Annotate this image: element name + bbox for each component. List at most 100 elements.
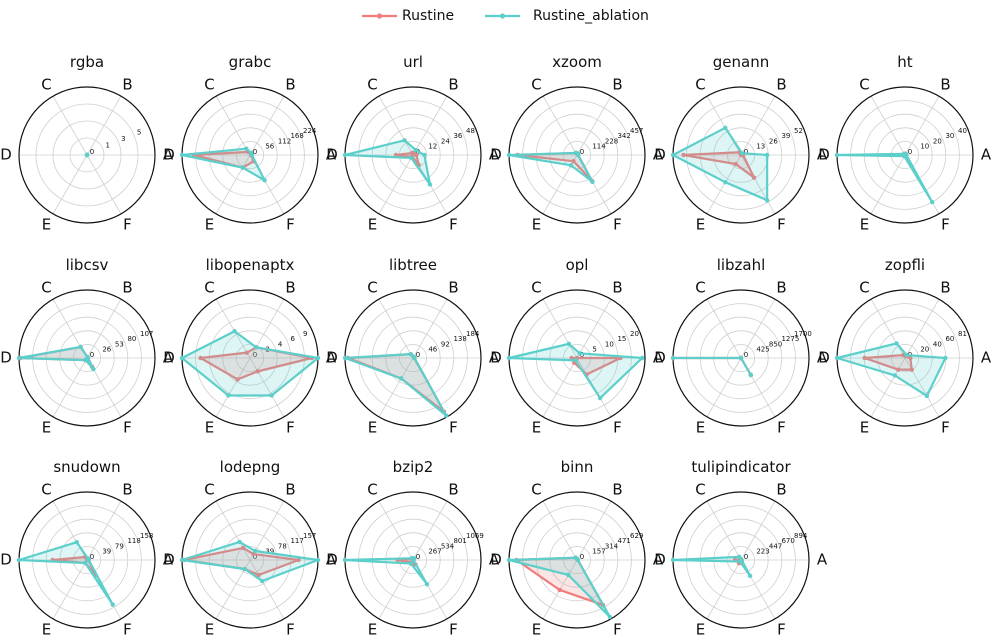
axis-label-c: C <box>41 75 51 93</box>
tick-label: 26 <box>769 137 778 145</box>
axis-label-a: A <box>326 551 337 569</box>
tick-label: 79 <box>115 542 124 550</box>
axis-label-c: C <box>695 278 705 296</box>
axis-label-a: A <box>489 349 500 367</box>
tick-label: 10 <box>605 340 614 348</box>
data-point-rustine <box>896 367 901 372</box>
grid-spoke <box>542 298 578 359</box>
tick-label: 48 <box>466 127 475 135</box>
axis-label-f: F <box>777 419 786 437</box>
data-point-rustine-ablation <box>723 179 728 185</box>
tick-label: 117 <box>290 537 303 545</box>
data-point-rustine-ablation <box>573 358 578 363</box>
axis-label-a: A <box>489 551 500 569</box>
axis-label-b: B <box>940 75 950 93</box>
data-point-rustine-ablation <box>342 557 348 563</box>
data-point-rustine-ablation <box>739 150 745 156</box>
tick-label: 850 <box>769 340 782 348</box>
axis-label-d: D <box>0 349 12 367</box>
grid-spoke <box>52 357 88 418</box>
axis-label-c: C <box>367 75 377 93</box>
data-point-rustine-ablation <box>402 138 407 143</box>
tick-label: 20 <box>933 137 942 145</box>
panel-title-genann: genann <box>713 53 769 71</box>
grid-spoke <box>706 500 742 561</box>
tick-label: 56 <box>265 143 274 151</box>
axis-label-a: A <box>653 551 664 569</box>
grid-spoke <box>870 95 906 156</box>
grid-spoke <box>249 95 285 156</box>
data-point-rustine-ablation <box>834 152 840 158</box>
tick-label: 0 <box>90 553 94 561</box>
data-point-rustine-ablation <box>242 566 247 572</box>
axis-label-e: E <box>42 621 51 638</box>
legend-marker-rustine <box>376 13 383 19</box>
data-point-rustine-ablation <box>226 393 231 398</box>
legend-label-rustine: Rustine <box>402 8 454 24</box>
axis-label-d: D <box>326 551 338 569</box>
axis-label-d: D <box>0 551 12 569</box>
data-point-rustine-ablation <box>262 178 267 183</box>
data-point-rustine <box>557 587 562 593</box>
grid-spoke <box>215 298 251 359</box>
data-point-rustine-ablation <box>424 582 430 587</box>
tick-label: 53 <box>115 340 124 348</box>
tick-label: 39 <box>781 132 790 140</box>
tick-label: 1069 <box>466 532 484 540</box>
data-point-rustine-ablation <box>244 146 249 151</box>
axis-label-c: C <box>204 75 214 93</box>
grid-spoke <box>52 154 88 215</box>
tick-label: 0 <box>90 351 94 359</box>
axis-label-c: C <box>367 480 377 498</box>
tick-label: 4 <box>278 340 283 348</box>
data-point-rustine-ablation <box>444 413 449 418</box>
axis-label-b: B <box>285 278 295 296</box>
axis-label-d: D <box>490 146 502 164</box>
axis-label-d: D <box>326 146 338 164</box>
grid-spoke <box>215 500 251 561</box>
axis-label-d: D <box>0 146 12 164</box>
axis-label-e: E <box>368 621 377 638</box>
data-point-rustine-ablation <box>315 557 321 563</box>
tick-label: 12 <box>428 143 437 151</box>
panel-title-opl: opl <box>566 256 589 274</box>
outer-circle <box>18 86 156 224</box>
data-point-rustine-ablation <box>723 125 728 131</box>
axis-label-e: E <box>696 621 705 638</box>
data-point-rustine-ablation <box>894 341 899 346</box>
data-point-rustine-ablation <box>577 351 582 356</box>
data-point-rustine-ablation <box>249 150 254 156</box>
data-point-rustine-ablation <box>506 355 512 361</box>
data-point-rustine-ablation <box>16 355 22 361</box>
series-area-rustine-ablation <box>343 557 429 586</box>
tick-label: 0 <box>580 553 584 561</box>
tick-label: 118 <box>127 537 140 545</box>
axis-label-b: B <box>122 278 132 296</box>
tick-label: 342 <box>617 132 630 140</box>
axis-label-c: C <box>367 278 377 296</box>
data-point-rustine-ablation <box>110 602 115 607</box>
data-point-rustine <box>256 572 261 578</box>
axis-label-d: D <box>654 349 666 367</box>
axis-label-a: A <box>817 349 828 367</box>
axis-label-d: D <box>818 146 830 164</box>
axis-label-f: F <box>123 419 132 437</box>
axis-label-f: F <box>123 621 132 638</box>
data-point-rustine-ablation <box>83 560 88 566</box>
data-point-rustine-ablation <box>573 555 578 560</box>
tick-label: 20 <box>920 346 929 354</box>
tick-label: 52 <box>794 127 803 135</box>
axis-label-e: E <box>368 216 377 234</box>
tick-label: 9 <box>303 330 307 338</box>
series-area-rustine-ablation <box>507 151 594 183</box>
data-point-rustine-ablation <box>566 572 571 578</box>
data-point-rustine-ablation <box>232 329 237 334</box>
axis-label-b: B <box>940 278 950 296</box>
